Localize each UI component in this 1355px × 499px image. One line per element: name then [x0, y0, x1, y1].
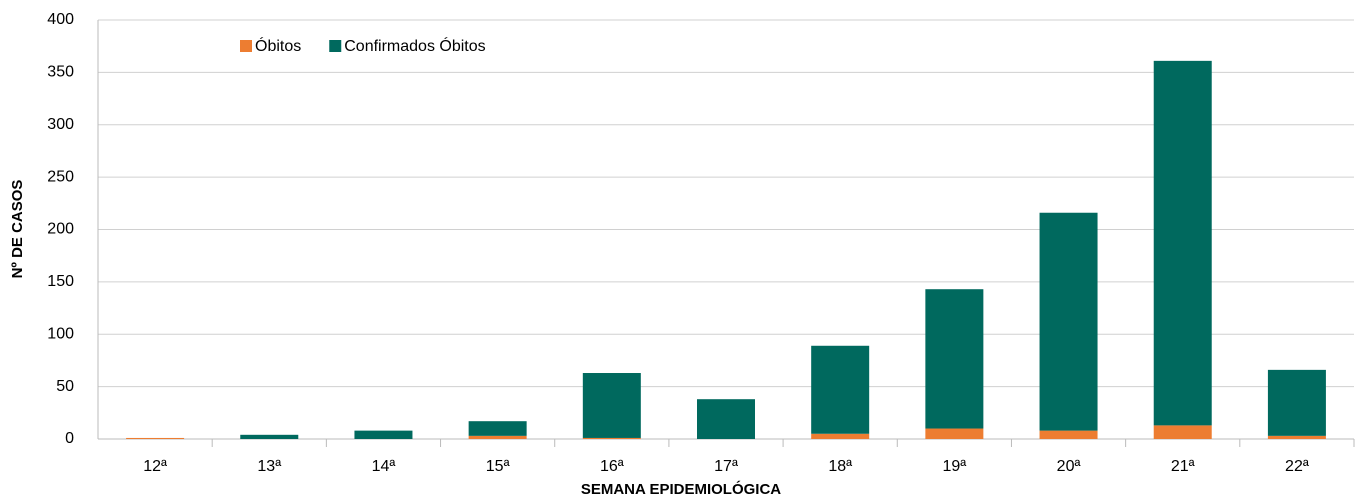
- bar-segment: [1267, 369, 1326, 436]
- x-tick-label: 18ª: [828, 458, 852, 475]
- x-tick-label: 14ª: [372, 458, 396, 475]
- bar-segment: [925, 289, 984, 429]
- x-tick-label: 19ª: [943, 458, 967, 475]
- legend-swatch: [240, 40, 252, 52]
- x-tick-label: 22ª: [1285, 458, 1309, 475]
- y-tick-label: 100: [47, 325, 74, 342]
- bar-segment: [1039, 212, 1098, 431]
- bar-segment: [1153, 60, 1212, 426]
- x-tick-label: 16ª: [600, 458, 624, 475]
- y-axis-title: Nº DE CASOS: [9, 180, 26, 279]
- x-tick-label: 15ª: [486, 458, 510, 475]
- bar-segment: [126, 437, 185, 439]
- x-tick-label: 17ª: [714, 458, 738, 475]
- bar-segment: [582, 373, 641, 438]
- x-tick-label: 12ª: [143, 458, 167, 475]
- y-tick-label: 350: [47, 64, 74, 81]
- bar-segment: [354, 430, 413, 439]
- bar-segment: [811, 345, 870, 434]
- legend-label: Confirmados Óbitos: [344, 36, 485, 55]
- bar-segment: [468, 421, 527, 436]
- bar-segment: [1267, 435, 1326, 439]
- x-tick-label: 21ª: [1171, 458, 1195, 475]
- y-tick-label: 400: [47, 11, 74, 28]
- bar-segment: [697, 399, 755, 439]
- bar-segment: [1153, 425, 1212, 439]
- x-tick-label: 20ª: [1057, 458, 1081, 475]
- y-tick-label: 0: [65, 430, 74, 447]
- legend-swatch: [329, 40, 342, 52]
- x-tick-label: 13ª: [257, 458, 281, 475]
- x-axis-title: SEMANA EPIDEMIOLÓGICA: [581, 480, 781, 498]
- y-tick-label: 150: [47, 273, 74, 290]
- bar-segment: [240, 434, 299, 439]
- legend-label: Óbitos: [255, 36, 301, 55]
- y-tick-label: 200: [47, 221, 74, 238]
- y-tick-label: 50: [56, 378, 74, 395]
- bar-segment: [925, 428, 984, 439]
- bar-segment: [468, 435, 527, 439]
- bar-segment: [811, 433, 870, 439]
- bar-segment: [1039, 430, 1098, 439]
- y-tick-label: 250: [47, 168, 74, 185]
- y-tick-label: 300: [47, 116, 74, 133]
- bar-segment: [582, 437, 641, 439]
